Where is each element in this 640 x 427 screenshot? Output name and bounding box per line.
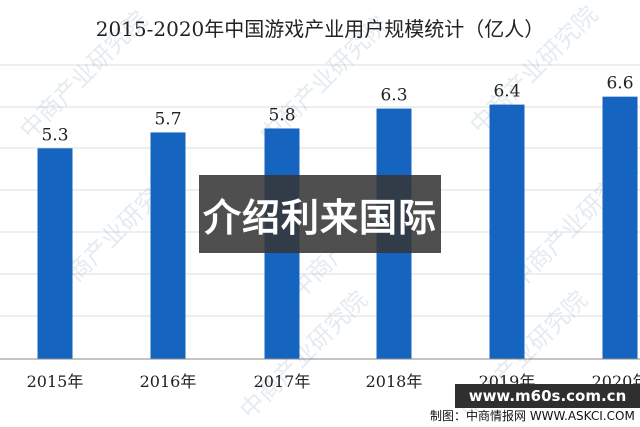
bar-value-label: 5.8	[268, 105, 295, 125]
watermark-text: 中商产业研究院	[234, 286, 373, 425]
x-tick-label: 2018年	[366, 372, 423, 391]
bar	[150, 132, 186, 359]
bar	[602, 96, 638, 360]
x-tick-label: 2016年	[140, 372, 197, 391]
bar-value-label: 6.6	[606, 74, 633, 94]
overlay-banner-text: 介绍利来国际	[202, 195, 437, 240]
source-note: 制图：中商情报网 WWW.ASKCI.COM	[430, 409, 635, 423]
overlay-banner: 介绍利来国际	[199, 175, 441, 253]
chart-title: 2015-2020年中国游戏产业用户规模统计（亿人）	[96, 17, 545, 41]
bar-value-label: 6.3	[380, 86, 407, 106]
x-tick-label: 2017年	[254, 372, 311, 391]
bar	[489, 104, 525, 359]
bar-value-label: 5.7	[154, 109, 181, 129]
x-tick-label: 2015年	[27, 372, 84, 391]
bar-value-label: 6.4	[493, 82, 520, 102]
bar	[37, 148, 73, 359]
bar-value-label: 5.3	[41, 125, 68, 145]
site-watermark: www.m60s.com.cn	[455, 384, 640, 408]
